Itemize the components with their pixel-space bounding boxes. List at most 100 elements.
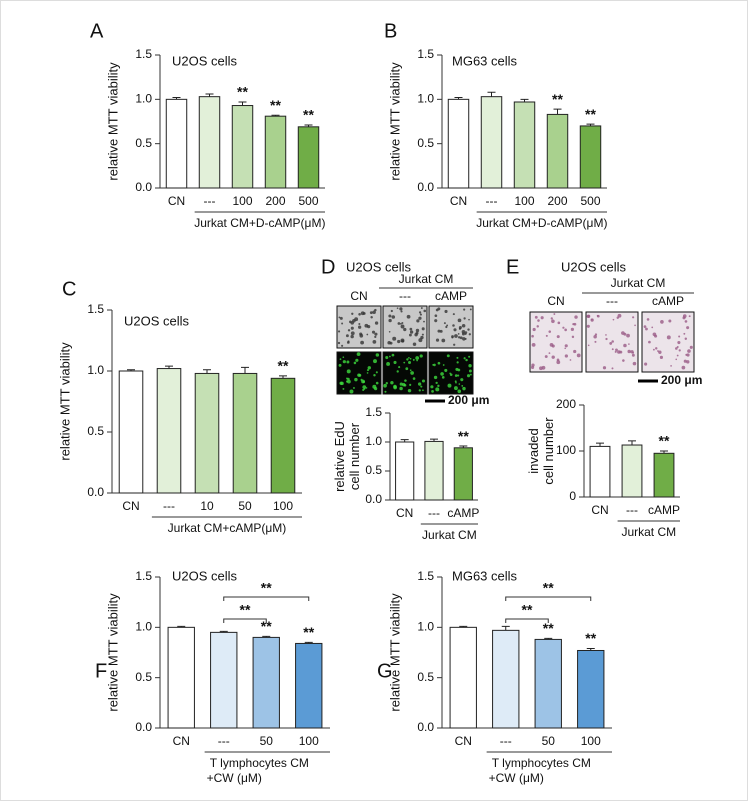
cell — [648, 340, 651, 344]
cell — [372, 339, 377, 344]
cell — [388, 314, 392, 318]
cell — [464, 331, 468, 334]
cell — [397, 339, 401, 344]
cell — [458, 383, 461, 385]
group-label: +CW (μM) — [489, 771, 544, 785]
cell — [405, 367, 409, 371]
cell — [367, 366, 371, 370]
y-tick-label: 0.0 — [417, 720, 434, 734]
y-tick-label: 0.5 — [87, 424, 104, 438]
cell — [437, 361, 441, 365]
panel-letter: D — [321, 256, 335, 278]
cell — [551, 319, 555, 324]
cell — [454, 380, 457, 383]
group-label: Jurkat CM — [621, 525, 676, 539]
cell — [403, 327, 407, 332]
cell — [421, 379, 426, 383]
cell — [645, 327, 648, 331]
y-tick-label: 1.0 — [87, 363, 104, 377]
cell — [361, 379, 365, 384]
cell — [444, 309, 448, 314]
y-tick-label: 0.0 — [135, 720, 152, 734]
cell — [375, 371, 378, 374]
cell — [416, 319, 420, 323]
x-tick-label: 50 — [260, 734, 274, 748]
cell — [468, 369, 472, 373]
cell — [686, 353, 690, 357]
cell — [597, 314, 600, 318]
cell — [454, 334, 458, 338]
cell — [571, 335, 575, 339]
cell — [393, 360, 397, 365]
cell — [675, 347, 678, 350]
cell — [562, 326, 565, 329]
cell — [627, 349, 631, 354]
cell — [457, 374, 460, 377]
cell — [375, 353, 380, 357]
cell — [605, 334, 607, 336]
panel-title: MG63 cells — [452, 53, 518, 68]
y-axis-label: relative MTT viability — [105, 593, 120, 712]
cell — [403, 361, 406, 364]
x-tick-label: 200 — [265, 194, 285, 208]
x-tick-label: 200 — [547, 194, 567, 208]
y-axis-label: relative MTT viability — [387, 593, 402, 712]
significance-label: ** — [237, 84, 248, 100]
cell — [632, 351, 635, 354]
cell — [540, 316, 544, 320]
cell — [632, 316, 635, 319]
cell — [456, 361, 459, 364]
cell — [587, 344, 590, 347]
group-label: Jurkat CM — [422, 528, 477, 542]
cell — [337, 341, 341, 345]
error-bar — [262, 635, 271, 638]
cell — [461, 323, 466, 328]
cell — [644, 362, 648, 366]
error-bar — [279, 375, 287, 379]
scale-bar-label: 200 μm — [448, 393, 489, 407]
cell — [353, 387, 355, 389]
bracket-label: ** — [543, 580, 554, 596]
cell — [347, 379, 351, 384]
image-column-label: --- — [606, 294, 618, 308]
group-label: +CW (μM) — [207, 771, 262, 785]
cell — [353, 361, 357, 365]
significance-label: ** — [303, 107, 314, 123]
y-tick-label: 0 — [569, 489, 576, 503]
cell — [434, 314, 438, 318]
cell — [340, 381, 344, 386]
cell — [402, 383, 406, 387]
cell — [388, 355, 391, 358]
cell — [401, 321, 404, 325]
cell — [418, 311, 422, 314]
significance-label: ** — [458, 428, 469, 444]
cell — [545, 334, 548, 337]
cell — [602, 366, 607, 370]
cell — [338, 363, 342, 367]
cell — [347, 329, 351, 332]
x-tick-label: 100 — [273, 499, 293, 513]
cell — [369, 311, 373, 315]
cell — [342, 387, 345, 390]
cell — [461, 385, 464, 387]
y-tick-label: 1.5 — [417, 569, 434, 583]
cell — [548, 352, 551, 355]
cell — [459, 336, 463, 340]
y-tick-label: 1.0 — [365, 434, 382, 448]
error-bar — [304, 641, 313, 644]
cell — [409, 369, 412, 372]
error-bar — [459, 445, 468, 448]
panel-title: U2OS cells — [561, 259, 627, 274]
cell — [685, 353, 688, 356]
cell — [468, 364, 472, 368]
cell — [370, 315, 373, 319]
y-tick-label: 1.5 — [135, 47, 152, 61]
error-bar — [430, 438, 438, 442]
cell — [390, 380, 394, 385]
bar — [165, 98, 188, 189]
cell — [573, 349, 577, 354]
cell — [341, 344, 344, 347]
group-label: Jurkat CM+D-cAMP(μM) — [194, 216, 325, 230]
cell — [461, 330, 466, 334]
cell — [386, 362, 391, 366]
